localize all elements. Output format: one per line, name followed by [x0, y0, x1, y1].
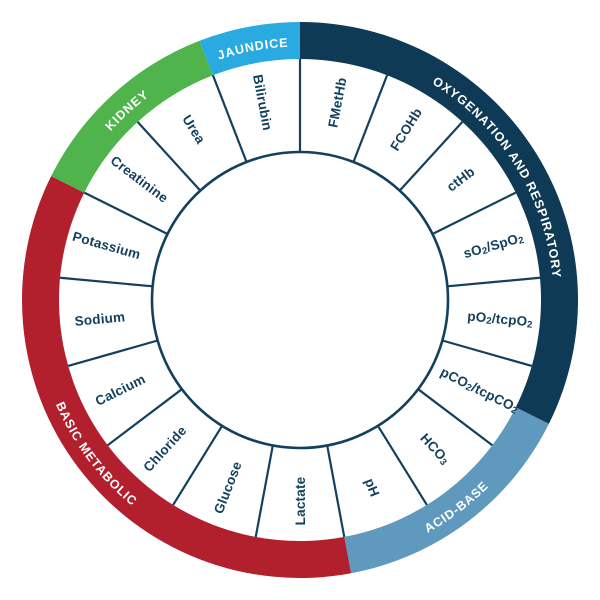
category-arc-acid-base — [344, 407, 549, 574]
parameter-labels: FMetHb FCOHb ctHb sO2/SpO2 pO2/tcpO2 pCO2/tcp… — [71, 73, 534, 525]
parameter-label-cthb: ctHb — [444, 164, 478, 195]
wedge-divider — [254, 445, 274, 538]
wedge-divider — [431, 191, 517, 236]
wedge-divider — [447, 276, 541, 288]
category-arc-jaundice — [199, 22, 300, 76]
category-arc-kidney — [51, 40, 213, 193]
category-label-basic-metabolic: BASIC METABOLIC — [53, 400, 140, 509]
parameter-label-so2-spo2: sO2/SpO2 — [462, 229, 526, 261]
wedge-divider — [417, 388, 493, 447]
parameter-label-bilirubin: Bilirubin — [251, 73, 276, 131]
parameter-label-po2-tcpo2: pO2/tcpO2 — [467, 308, 534, 330]
parameter-label-sodium: Sodium — [74, 309, 126, 329]
wedge-divider — [211, 74, 248, 163]
wedge-divider — [326, 445, 346, 538]
inner-circle — [150, 150, 450, 450]
parameter-label-chloride: Chloride — [140, 422, 189, 474]
wedge-divider — [172, 425, 224, 506]
wedge-divider — [376, 425, 428, 506]
wedge-grid — [59, 59, 541, 538]
category-arcs — [22, 22, 579, 578]
parameter-label-potassium: Potassium — [71, 228, 143, 262]
parameter-label-lactate: Lactate — [293, 476, 308, 525]
wedge-divider — [83, 191, 169, 236]
wedge-divider — [67, 339, 158, 368]
wedge-divider — [352, 74, 389, 163]
parameter-label-glucose: Glucose — [211, 459, 245, 516]
parameter-label-fcohb: FCOHb — [387, 105, 425, 153]
parameter-label-ph: pH — [362, 476, 383, 499]
parameter-label-fmethb: FMetHb — [325, 76, 349, 129]
parameter-label-calcium: Calcium — [93, 371, 148, 408]
parameter-label-urea: Urea — [180, 112, 209, 146]
wedge-divider — [398, 121, 464, 192]
wedge-divider — [59, 276, 153, 288]
category-arc-basic-metabolic — [22, 176, 352, 578]
wedge-divider — [442, 339, 533, 368]
wedge-divider — [107, 388, 183, 447]
parameter-label-pco2-tcpco2: pCO2/tcpCO2 — [438, 364, 522, 417]
category-arc-oxygenation-and-respiratory — [300, 22, 579, 424]
wedge-divider — [136, 121, 202, 192]
parameter-label-creatinine: Creatinine — [108, 152, 172, 205]
parameter-label-hco3: HCO3 — [417, 430, 453, 468]
